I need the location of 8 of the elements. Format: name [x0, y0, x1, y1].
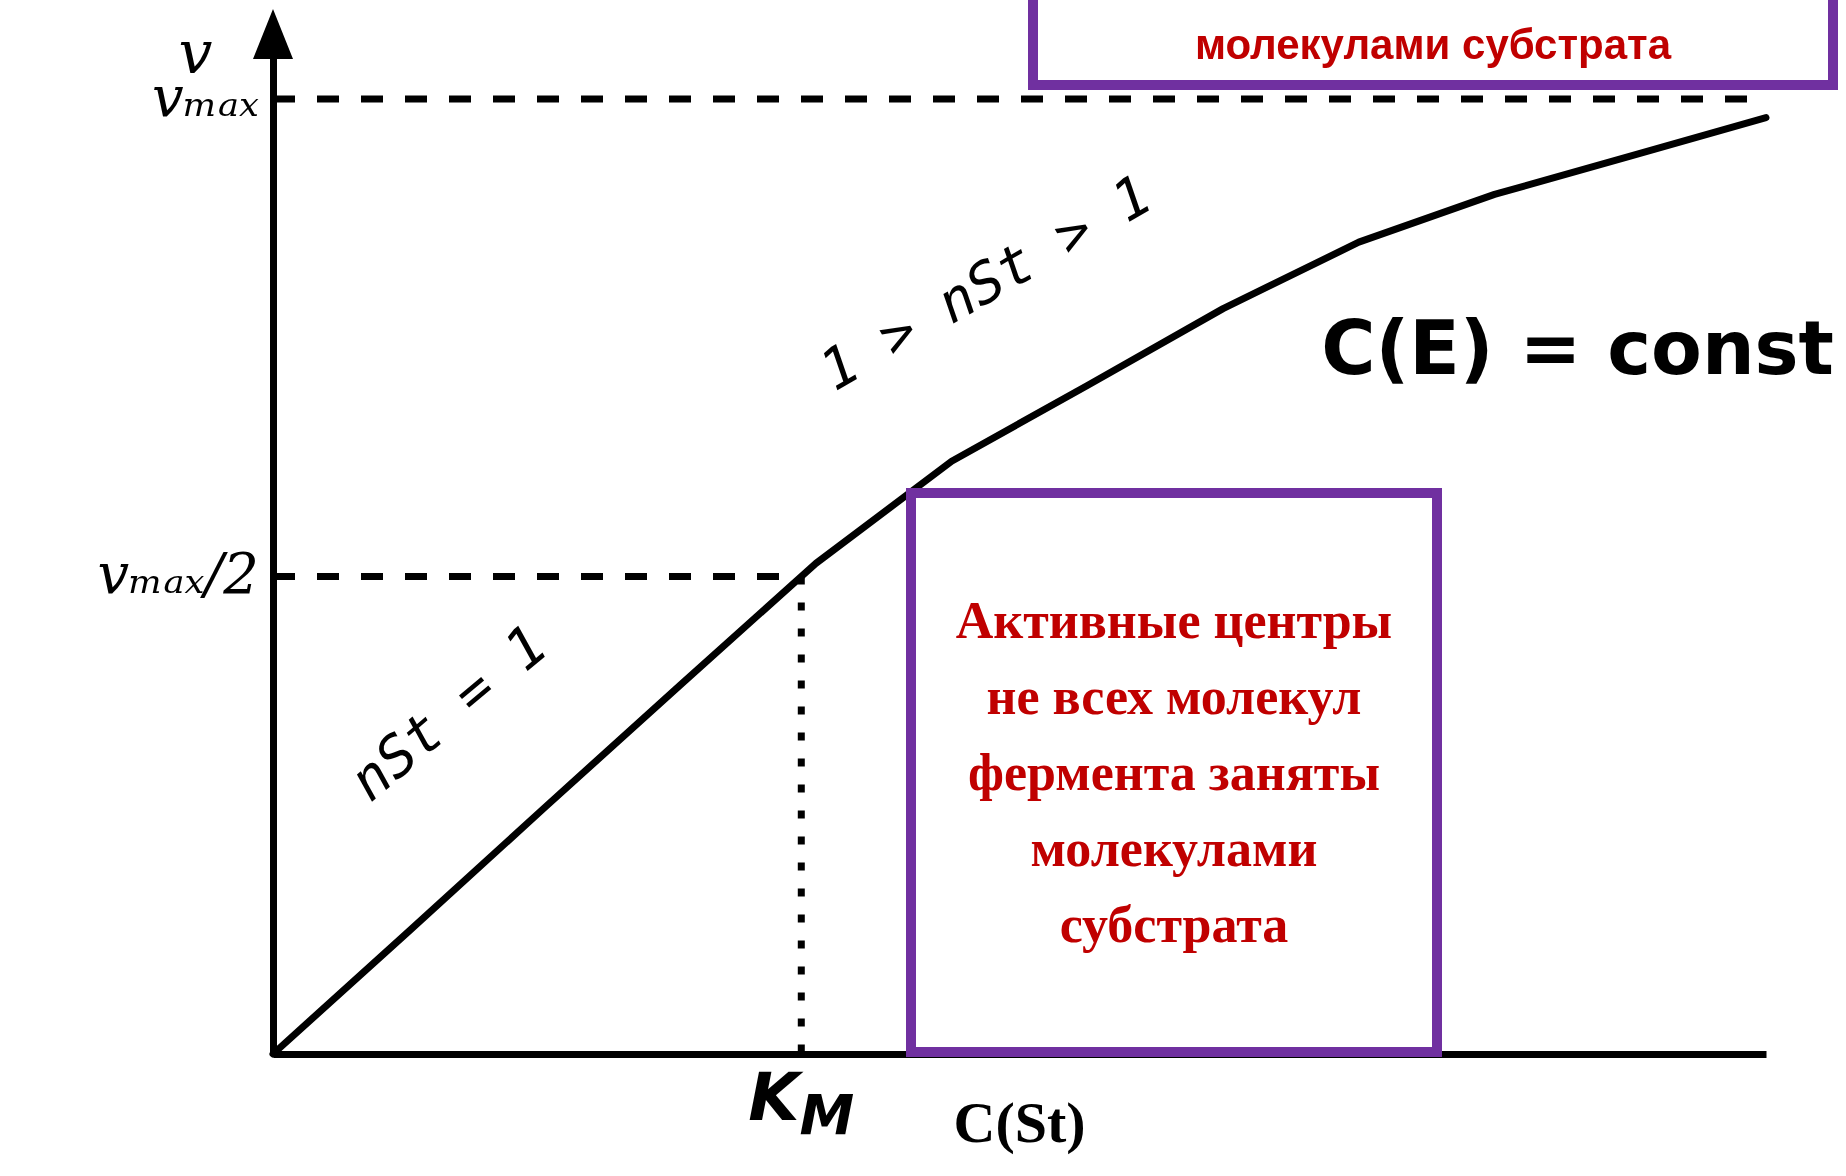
annotation: Активные центры не всех молекул фермента заняты молекулами субстрата	[954, 590, 1394, 955]
x-axis-title: C(St)	[953, 1089, 1086, 1155]
text: молекулами субстрата	[1194, 21, 1671, 69]
annotation: 1 > nSt > 1	[808, 161, 1163, 404]
annotation: C(E) = const	[1321, 305, 1834, 391]
ref-line-label: vₘₐₓ/2	[97, 541, 259, 607]
annotation: K$_{M}$	[748, 1059, 855, 1148]
annotation: nSt = 1	[336, 611, 560, 814]
